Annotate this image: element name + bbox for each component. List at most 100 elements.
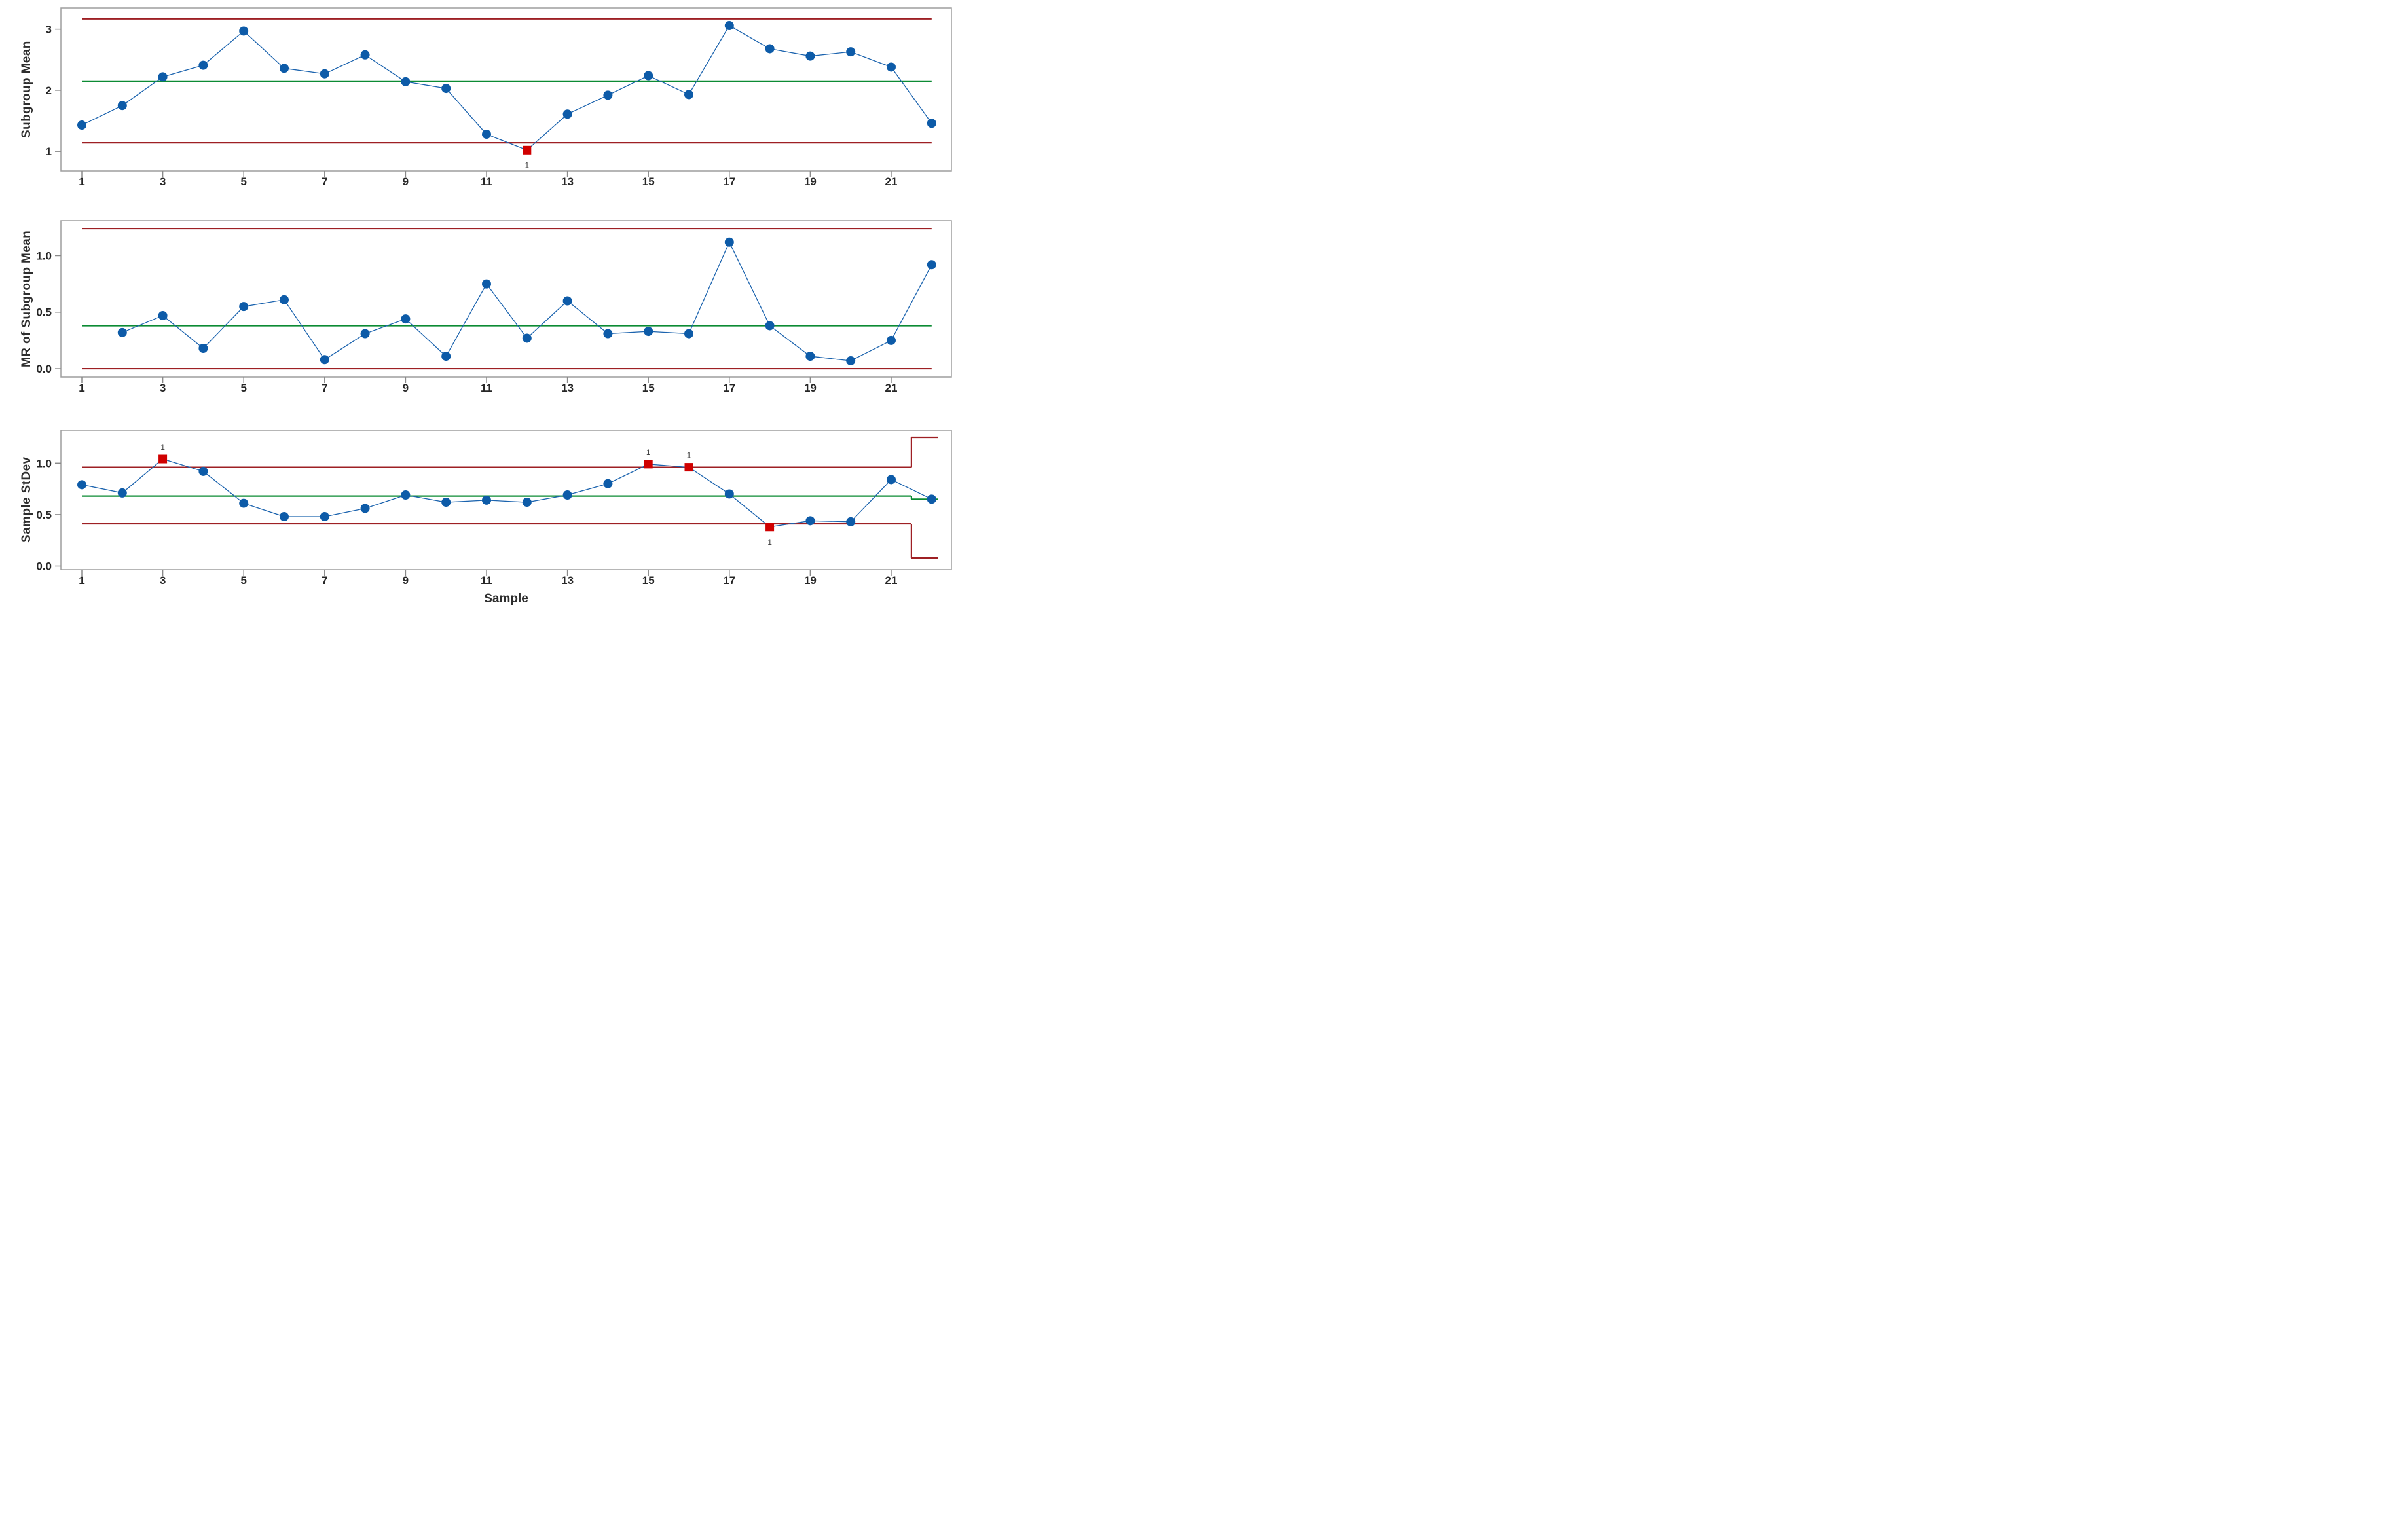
x-tick-label: 9: [403, 574, 409, 587]
data-point-sample-1[interactable]: [77, 480, 86, 490]
y-axis-title-sample-stdev: Sample StDev: [20, 456, 33, 543]
x-tick-label: 13: [561, 175, 574, 188]
data-point-sample-3[interactable]: [158, 310, 168, 320]
data-point-sample-15[interactable]: [644, 327, 653, 337]
out-of-control-point-sample-3[interactable]: [158, 454, 168, 464]
data-point-sample-21[interactable]: [887, 62, 896, 72]
data-point-sample-21[interactable]: [887, 475, 896, 485]
data-point-sample-8[interactable]: [360, 329, 370, 339]
data-point-sample-17[interactable]: [724, 489, 734, 499]
data-point-sample-7[interactable]: [320, 512, 329, 522]
x-tick-label: 15: [642, 574, 655, 587]
data-point-sample-13[interactable]: [562, 296, 572, 306]
x-tick-label: 19: [804, 382, 817, 394]
data-point-sample-13[interactable]: [562, 109, 572, 119]
data-point-sample-3[interactable]: [158, 72, 168, 82]
x-tick-label: 11: [481, 574, 492, 587]
data-point-sample-17[interactable]: [724, 21, 734, 31]
data-point-sample-1[interactable]: [77, 120, 86, 130]
plot-frame: [60, 7, 952, 172]
x-tick-label: 9: [403, 382, 409, 394]
data-point-sample-8[interactable]: [360, 50, 370, 60]
x-tick-label: 13: [561, 574, 574, 587]
x-tick-label: 19: [804, 574, 817, 587]
data-point-sample-14[interactable]: [603, 90, 613, 100]
data-point-sample-11[interactable]: [482, 279, 491, 289]
data-point-sample-17[interactable]: [724, 237, 734, 247]
x-tick-label: 11: [481, 175, 492, 188]
out-of-control-point-sample-12[interactable]: [523, 145, 532, 155]
data-point-sample-14[interactable]: [603, 479, 613, 488]
data-point-sample-9[interactable]: [401, 77, 411, 86]
data-point-sample-7[interactable]: [320, 355, 329, 365]
data-point-sample-22[interactable]: [927, 494, 936, 504]
data-point-sample-18[interactable]: [765, 44, 775, 54]
data-point-sample-9[interactable]: [401, 490, 411, 500]
data-point-sample-7[interactable]: [320, 69, 329, 79]
x-tick-label: 7: [322, 382, 327, 394]
data-point-sample-9[interactable]: [401, 314, 411, 324]
data-point-sample-16[interactable]: [684, 90, 693, 100]
out-of-control-point-sample-15[interactable]: [644, 460, 653, 469]
x-tick-label: 21: [885, 574, 898, 587]
data-point-sample-10[interactable]: [441, 84, 451, 94]
data-point-sample-6[interactable]: [280, 295, 289, 304]
x-tick-label: 5: [240, 382, 246, 394]
control-chart-figure: 1 2 3 1 3 5 7 9 11 13 15 17 19 21 1 0.0 0.5 1.0 1 3 5 7 9 11 13 1…: [0, 0, 957, 616]
data-point-sample-6[interactable]: [280, 512, 289, 522]
x-tick-label: 11: [481, 382, 492, 394]
data-point-sample-22[interactable]: [927, 260, 936, 270]
data-point-sample-19[interactable]: [805, 51, 815, 61]
data-point-sample-19[interactable]: [805, 352, 815, 361]
data-point-sample-5[interactable]: [239, 302, 249, 312]
data-point-sample-4[interactable]: [198, 60, 208, 70]
data-point-sample-5[interactable]: [239, 498, 249, 508]
out-of-control-point-sample-18[interactable]: [765, 522, 775, 532]
x-tick-label: 13: [561, 382, 574, 394]
data-point-sample-20[interactable]: [846, 47, 856, 57]
series-line: [81, 458, 932, 528]
data-point-sample-15[interactable]: [644, 71, 653, 81]
out-of-control-point-sample-16[interactable]: [684, 463, 693, 472]
data-point-sample-4[interactable]: [198, 466, 208, 476]
x-tick-label: 3: [160, 175, 166, 188]
out-of-control-flag: 1: [687, 451, 691, 460]
data-point-sample-4[interactable]: [198, 343, 208, 353]
data-point-sample-16[interactable]: [684, 329, 693, 339]
data-point-sample-5[interactable]: [239, 26, 249, 36]
data-point-sample-14[interactable]: [603, 329, 613, 339]
y-tick-label: 1.0: [36, 457, 52, 469]
data-point-sample-18[interactable]: [765, 321, 775, 331]
data-point-sample-2[interactable]: [117, 101, 127, 111]
data-point-sample-22[interactable]: [927, 119, 936, 128]
x-tick-label: 3: [160, 382, 166, 394]
data-point-sample-2[interactable]: [117, 488, 127, 498]
data-point-sample-8[interactable]: [360, 504, 370, 513]
y-tick-label: 2: [46, 84, 52, 97]
data-point-sample-10[interactable]: [441, 352, 451, 361]
data-point-sample-13[interactable]: [562, 490, 572, 500]
out-of-control-flag: 1: [160, 443, 165, 452]
data-point-sample-20[interactable]: [846, 356, 856, 365]
data-point-sample-10[interactable]: [441, 498, 451, 507]
plot-frame: [60, 430, 952, 570]
panel-moving-range: 0.00.51.01 3 5 7 9 11 13 15 17 19 21: [36, 220, 952, 394]
x-tick-label: 5: [240, 175, 246, 188]
x-tick-label: 19: [804, 175, 817, 188]
data-point-sample-21[interactable]: [887, 335, 896, 345]
data-point-sample-19[interactable]: [805, 516, 815, 526]
x-tick-label: 21: [885, 382, 898, 394]
data-point-sample-6[interactable]: [280, 64, 289, 73]
data-point-sample-2[interactable]: [117, 327, 127, 337]
data-point-sample-11[interactable]: [482, 130, 491, 139]
y-axis-title-subgroup-mean: Subgroup Mean: [20, 41, 33, 138]
data-point-sample-12[interactable]: [522, 333, 532, 343]
data-point-sample-11[interactable]: [482, 495, 491, 505]
data-point-sample-12[interactable]: [522, 498, 532, 507]
x-tick-label: 1: [79, 382, 84, 394]
data-point-sample-20[interactable]: [846, 517, 856, 526]
y-tick-label: 0.0: [36, 560, 52, 572]
